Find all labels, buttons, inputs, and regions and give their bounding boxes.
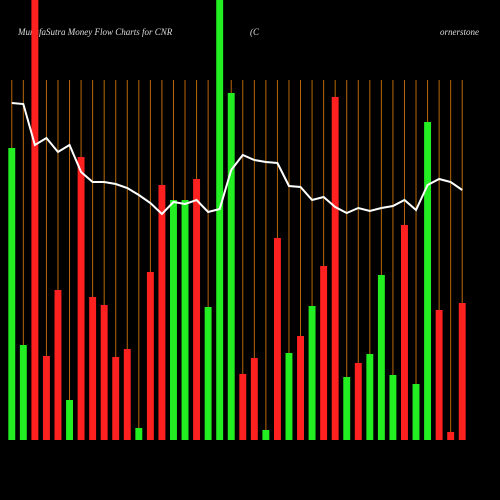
bar xyxy=(19,345,27,440)
bar xyxy=(204,307,212,440)
bar xyxy=(146,272,154,440)
bar xyxy=(377,275,385,440)
bar xyxy=(401,225,408,440)
bar xyxy=(297,336,304,440)
chart-title: MunafaSutra Money Flow Charts for CNR xyxy=(17,27,173,37)
bar xyxy=(54,290,62,440)
flow-line xyxy=(11,102,463,216)
bar xyxy=(135,428,143,440)
bar xyxy=(66,400,73,440)
bar xyxy=(42,356,50,440)
bar xyxy=(331,97,339,440)
bar xyxy=(412,384,420,440)
bar xyxy=(435,310,443,440)
bar xyxy=(193,179,201,440)
bar xyxy=(424,122,432,440)
bar xyxy=(250,358,258,440)
bar xyxy=(170,200,177,440)
bar xyxy=(458,303,466,440)
bar xyxy=(285,353,293,440)
bar xyxy=(123,349,131,440)
bar xyxy=(343,377,351,440)
bar xyxy=(273,238,281,440)
bar xyxy=(239,374,247,440)
bar xyxy=(181,200,189,440)
bar xyxy=(366,354,374,440)
bar xyxy=(262,430,270,440)
chart-title-part: (C xyxy=(250,27,260,37)
bar xyxy=(354,363,362,440)
bar xyxy=(158,185,166,440)
bar xyxy=(89,297,97,440)
chart-title-part: ornerstone xyxy=(440,27,479,37)
bar xyxy=(77,157,85,440)
bar xyxy=(216,0,224,440)
bar xyxy=(389,375,397,440)
bar xyxy=(227,93,235,440)
bar xyxy=(320,266,328,440)
bar xyxy=(31,0,39,440)
bar xyxy=(308,306,316,440)
bar xyxy=(8,148,16,440)
bar xyxy=(112,357,120,440)
bar xyxy=(447,432,455,440)
bar xyxy=(100,305,108,440)
